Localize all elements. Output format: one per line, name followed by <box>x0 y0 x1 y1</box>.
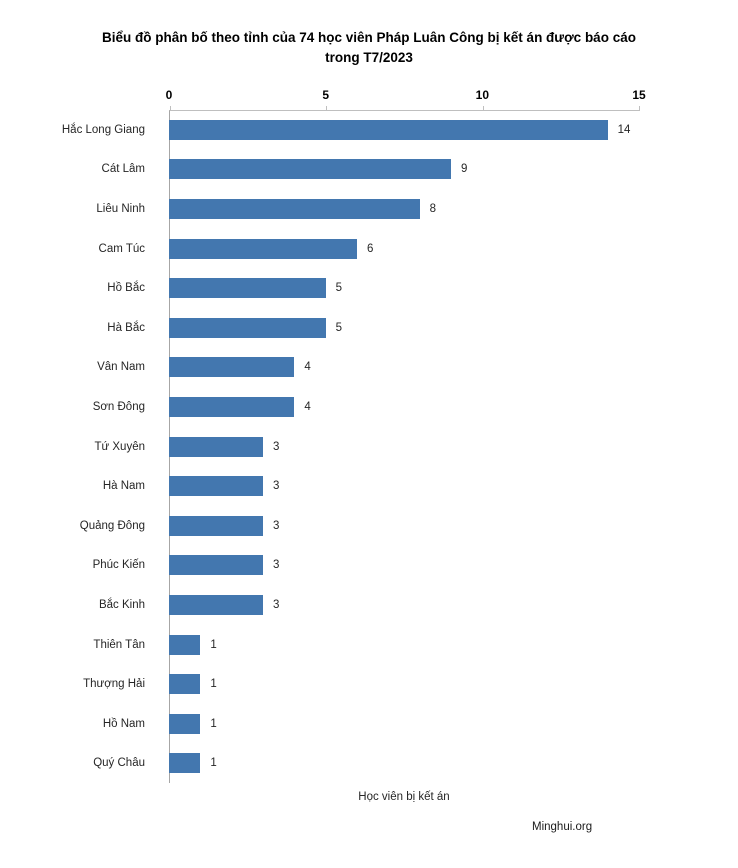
bar-row: Liêu Ninh 8 <box>0 189 639 229</box>
bar-row: Quý Châu 1 <box>0 744 639 784</box>
bar-row: Hồ Nam 1 <box>0 704 639 744</box>
bar-row: Cát Lâm 9 <box>0 150 639 190</box>
value-label: 3 <box>273 559 280 572</box>
bar <box>169 278 326 299</box>
value-label: 3 <box>273 440 280 453</box>
bar <box>169 396 295 417</box>
bar-track: 3 <box>169 506 639 546</box>
bar-track: 3 <box>169 427 639 467</box>
bar <box>169 515 263 536</box>
value-label: 4 <box>304 400 311 413</box>
bar-track: 1 <box>169 625 639 665</box>
bar <box>169 317 326 338</box>
bar-row: Hồ Bắc 5 <box>0 268 639 308</box>
value-label: 3 <box>273 519 280 532</box>
bar-track: 5 <box>169 268 639 308</box>
value-label: 5 <box>335 282 343 295</box>
value-label: 1 <box>210 757 217 770</box>
bar-row: Vân Nam 4 <box>0 348 639 388</box>
value-label: 1 <box>210 638 217 651</box>
bar-track: 1 <box>169 704 639 744</box>
category-label: Hồ Nam <box>102 717 145 730</box>
bar-row: Quảng Đông 3 <box>0 506 639 546</box>
axis-tick <box>639 106 640 111</box>
bar-row: Thiên Tân 1 <box>0 625 639 665</box>
bar-row: Hà Bắc 5 <box>0 308 639 348</box>
bar-row: Tứ Xuyên 3 <box>0 427 639 467</box>
chart-title: Biểu đồ phân bố theo tỉnh của 74 học viê… <box>102 30 636 65</box>
bar-track: 5 <box>169 308 639 348</box>
value-label: 5 <box>335 321 343 334</box>
bar <box>169 634 201 655</box>
bar-track: 1 <box>169 664 639 704</box>
value-label: 3 <box>273 598 280 611</box>
bar-track: 9 <box>169 150 639 190</box>
bar <box>169 713 201 734</box>
value-label: 1 <box>210 678 217 691</box>
bar-chart: Hắc Long Giang 14 Cát Lâm 9 Liêu Ninh 8 Cam Tú… <box>0 110 639 783</box>
bar-track: 3 <box>169 466 639 506</box>
bar-row: Hắc Long Giang 14 <box>0 110 639 150</box>
bar-row: Hà Nam 3 <box>0 466 639 506</box>
x-axis-tick-labels: 0 5 10 15 <box>165 88 646 104</box>
axis-tick-label: 0 <box>165 88 173 102</box>
category-label: Hắc Long Giang <box>61 123 145 136</box>
bar-row: Bắc Kinh 3 <box>0 585 639 625</box>
bar <box>169 594 263 615</box>
bar-track: 4 <box>169 387 639 427</box>
bar-track: 6 <box>169 229 639 269</box>
value-label: 14 <box>617 123 631 136</box>
category-label: Hồ Bắc <box>107 282 145 295</box>
source-attribution: Minghui.org <box>532 821 593 833</box>
bar-track: 4 <box>169 348 639 388</box>
bar <box>169 753 201 774</box>
category-label: Tứ Xuyên <box>94 440 145 453</box>
bar <box>169 674 201 695</box>
category-label: Cát Lâm <box>101 163 145 176</box>
bar <box>169 198 420 219</box>
bar <box>169 436 263 457</box>
bar <box>169 119 608 140</box>
category-label: Phúc Kiến <box>92 559 145 572</box>
value-label: 9 <box>461 163 468 176</box>
category-label: Thiên Tân <box>93 638 145 651</box>
category-label: Cam Túc <box>98 242 145 255</box>
axis-tick-label: 10 <box>475 88 490 102</box>
bar-row: Thượng Hải 1 <box>0 664 639 704</box>
value-label: 1 <box>210 717 217 730</box>
bar-track: 1 <box>169 744 639 784</box>
value-label: 8 <box>429 202 437 215</box>
bar-row: Cam Túc 6 <box>0 229 639 269</box>
x-axis-title: Học viên bị kết án <box>358 791 450 803</box>
value-label: 6 <box>367 242 374 255</box>
category-label: Vân Nam <box>97 361 145 374</box>
bar-row: Sơn Đông 4 <box>0 387 639 427</box>
category-label: Quảng Đông <box>79 519 145 532</box>
bar-row: Phúc Kiến 3 <box>0 546 639 586</box>
value-label: 4 <box>304 361 311 374</box>
category-label: Liêu Ninh <box>96 202 145 215</box>
bar-track: 3 <box>169 546 639 586</box>
category-label: Hà Nam <box>102 480 145 493</box>
bar-track: 3 <box>169 585 639 625</box>
category-label: Hà Bắc <box>107 321 145 334</box>
category-label: Sơn Đông <box>92 400 145 413</box>
bar <box>169 555 263 576</box>
axis-tick-label: 15 <box>632 88 646 102</box>
value-label: 3 <box>273 480 280 493</box>
category-label: Bắc Kinh <box>98 598 145 611</box>
category-label: Quý Châu <box>93 757 145 770</box>
bar-track: 14 <box>169 110 639 150</box>
bar-track: 8 <box>169 189 639 229</box>
bar <box>169 238 357 259</box>
category-label: Thượng Hải <box>83 678 145 691</box>
axis-tick-label: 5 <box>322 88 329 102</box>
bar <box>169 357 295 378</box>
bar <box>169 476 263 497</box>
bar <box>169 159 451 180</box>
